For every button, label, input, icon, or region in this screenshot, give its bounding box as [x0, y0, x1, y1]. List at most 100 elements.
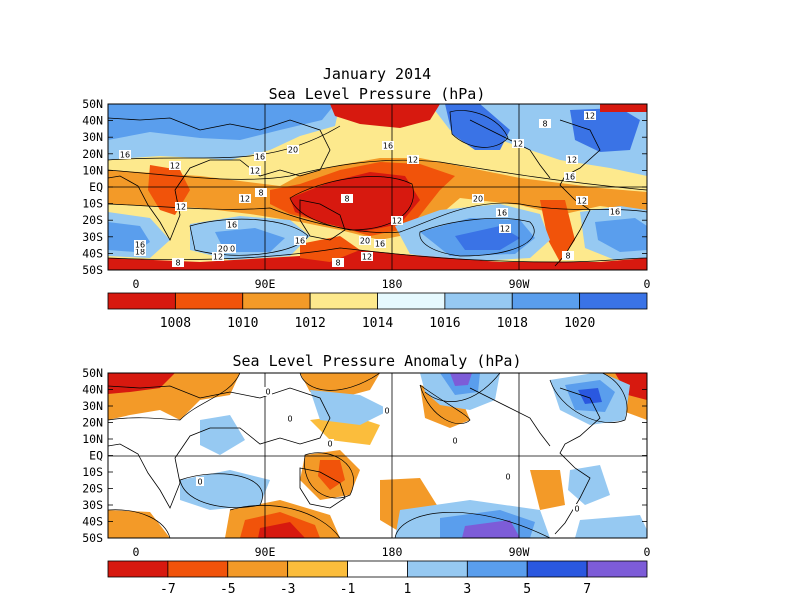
bottom-colorbar: -7 -5 -3 -1 1 3 5 7 [107, 560, 648, 597]
contour-label: 0 [196, 477, 204, 487]
top-lat-axis: 50N 40N 30N 20N 10N EQ 10S 20S 30S 40S 50S [82, 97, 647, 277]
svg-text:12: 12 [362, 253, 372, 262]
colorbar-swatch [586, 560, 648, 578]
colorbar-swatch [107, 560, 169, 578]
lon-tick-label: 90E [255, 545, 276, 559]
contour-label: 16 [119, 150, 131, 160]
lat-tick-label: 20S [82, 482, 103, 496]
colorbar-swatch [444, 292, 513, 310]
svg-text:0: 0 [574, 505, 579, 514]
colorbar-swatch [347, 560, 408, 578]
contour-label: 20 [287, 145, 299, 155]
colorbar-swatch [579, 292, 648, 310]
contour-label: 8 [539, 119, 551, 129]
contour-label: 0 [504, 472, 512, 482]
svg-text:16: 16 [383, 142, 393, 151]
contour-label: 20 [217, 244, 229, 254]
svg-text:8: 8 [344, 195, 349, 204]
lat-tick-label: 30N [82, 399, 103, 413]
lon-tick-label: 0 [644, 545, 651, 559]
svg-text:20: 20 [473, 195, 483, 204]
svg-text:12: 12 [577, 197, 587, 206]
colorbar-swatch [407, 560, 468, 578]
svg-text:8: 8 [335, 259, 340, 268]
lat-tick-label: 30S [82, 498, 103, 512]
lon-tick-label: 0 [133, 277, 140, 291]
lon-tick-label: 180 [382, 277, 403, 291]
contour-label: 8 [562, 251, 574, 261]
colorbar-swatch [107, 292, 176, 310]
top-title-line2: Sea Level Pressure (hPa) [269, 85, 486, 103]
svg-text:0: 0 [265, 388, 270, 397]
colorbar-label: -3 [280, 582, 296, 597]
colorbar-label: 1018 [497, 316, 528, 331]
lat-tick-label: EQ [89, 449, 103, 463]
contour-label: 12 [566, 155, 578, 165]
lat-tick-label: 10S [82, 197, 103, 211]
bottom-contour-labels: 0 0 0 0 0 0 0 0 [196, 387, 581, 514]
bottom-title: Sea Level Pressure Anomaly (hPa) [233, 352, 522, 370]
colorbar-label: 5 [523, 582, 531, 597]
svg-text:12: 12 [250, 167, 260, 176]
lon-tick-label: 0 [133, 545, 140, 559]
svg-text:8: 8 [175, 259, 180, 268]
svg-text:0: 0 [287, 415, 292, 424]
lat-tick-label: 50N [82, 366, 103, 380]
contour-label: 0 [451, 436, 459, 446]
svg-text:16: 16 [120, 151, 130, 160]
contour-label: 20 [224, 244, 236, 254]
svg-text:12: 12 [213, 253, 223, 262]
svg-text:18: 18 [135, 248, 145, 257]
contour-label: 12 [407, 155, 419, 165]
svg-text:12: 12 [513, 140, 523, 149]
colorbar-label: 1020 [564, 316, 595, 331]
svg-text:16: 16 [565, 173, 575, 182]
contour-label: 16 [374, 239, 386, 249]
colorbar-swatch [242, 292, 311, 310]
lat-tick-label: 20S [82, 213, 103, 227]
colorbar-label: 1016 [429, 316, 460, 331]
colorbar-label: 1008 [160, 316, 191, 331]
colorbar-swatch [377, 292, 446, 310]
lat-tick-label: 30N [82, 130, 103, 144]
svg-text:16: 16 [135, 241, 145, 250]
svg-text:12: 12 [176, 203, 186, 212]
lon-tick-label: 180 [382, 545, 403, 559]
svg-text:12: 12 [392, 217, 402, 226]
svg-text:12: 12 [240, 195, 250, 204]
lat-tick-label: 20N [82, 147, 103, 161]
contour-label: 12 [169, 161, 181, 171]
colorbar-label: 1014 [362, 316, 393, 331]
contour-label: 16 [226, 220, 238, 230]
colorbar-label: 1 [404, 582, 412, 597]
contour-label: 0 [326, 439, 334, 449]
lat-tick-label: 40N [82, 383, 103, 397]
lat-tick-label: 10N [82, 432, 103, 446]
lon-tick-label: 90W [509, 277, 530, 291]
svg-text:0: 0 [384, 407, 389, 416]
contour-label: 16 [254, 152, 266, 162]
colorbar-label: 3 [463, 582, 471, 597]
colorbar-label: 7 [583, 582, 591, 597]
contour-label: 16 [609, 207, 621, 217]
svg-text:16: 16 [295, 237, 305, 246]
bottom-lon-axis: 0 90E 180 90W 0 [133, 545, 651, 559]
svg-text:20: 20 [288, 146, 298, 155]
contour-label: 20 [472, 194, 484, 204]
lat-tick-label: 40S [82, 246, 103, 260]
lon-tick-label: 0 [644, 277, 651, 291]
contour-label: 12 [249, 166, 261, 176]
svg-text:16: 16 [610, 208, 620, 217]
contour-label: 16 [294, 236, 306, 246]
contour-label: 8 [341, 194, 353, 204]
svg-text:20: 20 [218, 245, 228, 254]
colorbar-swatch [309, 292, 378, 310]
contour-label: 8 [172, 258, 184, 268]
contour-label: 0 [383, 406, 391, 416]
colorbar-label: 1010 [227, 316, 258, 331]
svg-text:20: 20 [225, 245, 235, 254]
contour-label: 12 [391, 216, 403, 226]
colorbar-swatch [287, 560, 348, 578]
contour-label: 20 [359, 236, 371, 246]
